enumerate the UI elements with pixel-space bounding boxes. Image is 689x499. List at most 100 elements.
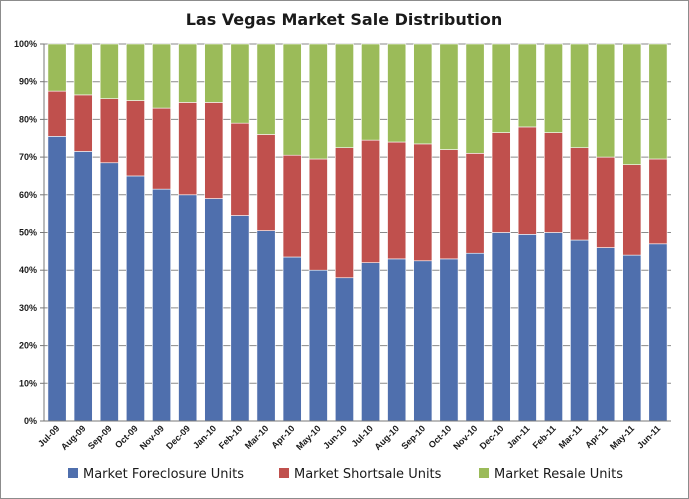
bar-market-resale-units bbox=[596, 43, 616, 158]
bar-market-shortsale-units bbox=[152, 107, 172, 190]
bar-market-foreclosure-units bbox=[152, 188, 172, 422]
bar-market-resale-units bbox=[570, 43, 590, 148]
bar-market-foreclosure-units bbox=[387, 258, 407, 422]
bar-market-foreclosure-units bbox=[517, 234, 537, 422]
bar-market-resale-units bbox=[256, 43, 276, 135]
bars bbox=[47, 43, 668, 422]
x-tick-label: Dec-09 bbox=[164, 423, 192, 451]
x-tick-label: Apr-11 bbox=[583, 423, 610, 450]
bar-market-foreclosure-units bbox=[47, 136, 67, 422]
x-tick-label: May-11 bbox=[608, 423, 636, 451]
legend-swatch bbox=[479, 468, 489, 478]
bar-market-shortsale-units bbox=[361, 139, 381, 263]
bar-market-shortsale-units bbox=[648, 158, 668, 245]
legend-label: Market Shortsale Units bbox=[294, 467, 442, 482]
x-tick-label: Aug-10 bbox=[372, 423, 401, 452]
bar-market-shortsale-units bbox=[230, 122, 250, 216]
legend-label: Market Resale Units bbox=[494, 467, 623, 482]
legend-swatch bbox=[68, 468, 78, 478]
bar-market-shortsale-units bbox=[308, 158, 328, 271]
bar-market-shortsale-units bbox=[491, 132, 511, 233]
bar-market-resale-units bbox=[125, 43, 145, 101]
bar-market-resale-units bbox=[152, 43, 172, 109]
x-tick-label: Jan-10 bbox=[191, 423, 218, 450]
bar-market-resale-units bbox=[387, 43, 407, 143]
bar-market-foreclosure-units bbox=[491, 232, 511, 422]
chart-title: Las Vegas Market Sale Distribution bbox=[186, 10, 503, 29]
x-tick-label: Mar-10 bbox=[243, 423, 271, 451]
bar-market-foreclosure-units bbox=[256, 230, 276, 422]
y-tick-label: 10% bbox=[19, 378, 37, 388]
bar-market-shortsale-units bbox=[387, 141, 407, 260]
y-tick-label: 20% bbox=[19, 341, 37, 351]
bar-market-shortsale-units bbox=[622, 164, 642, 256]
bar-market-foreclosure-units bbox=[125, 175, 145, 422]
bar-market-resale-units bbox=[465, 43, 485, 154]
bar-market-shortsale-units bbox=[439, 149, 459, 260]
y-axis-ticks: 0% 10% 20% 30% 40% 50% 60% 70% 80% 90% 100% bbox=[14, 39, 44, 426]
bar-market-shortsale-units bbox=[99, 98, 119, 164]
x-tick-label: Mar-11 bbox=[557, 423, 584, 450]
bar-market-resale-units bbox=[491, 43, 511, 133]
y-tick-label: 50% bbox=[19, 228, 37, 238]
bar-market-resale-units bbox=[282, 43, 302, 156]
legend-label: Market Foreclosure Units bbox=[83, 467, 244, 482]
bar-market-shortsale-units bbox=[334, 147, 354, 279]
bar-market-foreclosure-units bbox=[622, 254, 642, 422]
x-tick-label: May-10 bbox=[294, 423, 323, 452]
bar-market-resale-units bbox=[622, 43, 642, 165]
x-tick-label: Oct-10 bbox=[426, 423, 453, 450]
bar-market-resale-units bbox=[308, 43, 328, 160]
x-tick-label: Feb-10 bbox=[217, 423, 245, 451]
gridlines bbox=[44, 43, 671, 384]
y-tick-label: 30% bbox=[19, 303, 37, 313]
bar-market-shortsale-units bbox=[517, 126, 537, 235]
y-tick-label: 60% bbox=[19, 190, 37, 200]
bar-market-shortsale-units bbox=[47, 90, 67, 137]
x-tick-label: Nov-10 bbox=[451, 423, 479, 451]
x-tick-label: Dec-10 bbox=[478, 423, 506, 451]
bar-market-resale-units bbox=[99, 43, 119, 99]
bar-market-resale-units bbox=[517, 43, 537, 128]
bar-market-resale-units bbox=[230, 43, 250, 124]
y-tick-label: 80% bbox=[19, 114, 37, 124]
bar-market-foreclosure-units bbox=[465, 252, 485, 422]
x-tick-label: Apr-10 bbox=[269, 423, 296, 450]
bar-market-foreclosure-units bbox=[99, 162, 119, 422]
bar-market-resale-units bbox=[204, 43, 224, 103]
bar-market-foreclosure-units bbox=[413, 260, 433, 422]
x-tick-label: Oct-09 bbox=[113, 423, 140, 450]
bar-market-resale-units bbox=[413, 43, 433, 145]
bar-market-resale-units bbox=[648, 43, 668, 160]
bar-market-shortsale-units bbox=[73, 94, 93, 152]
x-tick-label: Jun-10 bbox=[321, 423, 349, 451]
bar-market-shortsale-units bbox=[204, 102, 224, 199]
bar-market-resale-units bbox=[439, 43, 459, 150]
bar-market-foreclosure-units bbox=[73, 151, 93, 422]
bar-market-resale-units bbox=[73, 43, 93, 96]
legend-swatch bbox=[279, 468, 289, 478]
x-tick-label: Sep-09 bbox=[86, 423, 114, 451]
axes bbox=[43, 44, 671, 422]
bar-market-foreclosure-units bbox=[282, 256, 302, 422]
bar-market-resale-units bbox=[47, 43, 67, 92]
y-tick-label: 90% bbox=[19, 77, 37, 87]
bar-market-foreclosure-units bbox=[334, 277, 354, 422]
bar-market-foreclosure-units bbox=[648, 243, 668, 422]
bar-market-shortsale-units bbox=[256, 134, 276, 231]
y-tick-label: 0% bbox=[24, 416, 37, 426]
x-tick-label: Feb-11 bbox=[531, 423, 558, 450]
bar-market-resale-units bbox=[543, 43, 563, 133]
bar-market-shortsale-units bbox=[570, 147, 590, 241]
x-tick-label: Jan-11 bbox=[505, 423, 532, 450]
bar-market-shortsale-units bbox=[465, 153, 485, 254]
bar-market-foreclosure-units bbox=[308, 269, 328, 422]
x-tick-label: Aug-09 bbox=[59, 423, 88, 452]
bar-market-shortsale-units bbox=[413, 143, 433, 262]
x-tick-label: Nov-09 bbox=[138, 423, 166, 451]
bar-market-foreclosure-units bbox=[204, 198, 224, 422]
bar-market-resale-units bbox=[178, 43, 198, 103]
bar-market-shortsale-units bbox=[282, 154, 302, 258]
